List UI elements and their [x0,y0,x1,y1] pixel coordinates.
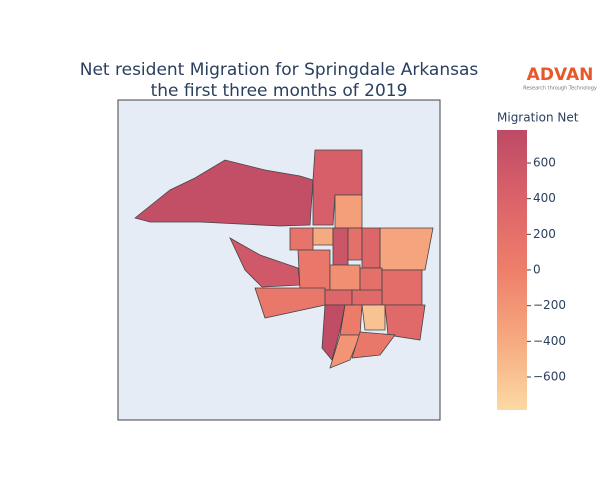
region [312,227,334,246]
region [347,227,363,261]
region [324,289,353,306]
region [351,289,383,306]
colorbar-tick-label: −600 [533,370,566,384]
region [297,249,331,291]
region [361,304,386,331]
region [332,227,349,266]
title-line: the first three months of 2019 [151,81,408,101]
region [384,304,426,341]
colorbar-tick-label: −400 [533,334,566,348]
region [312,149,363,226]
title-line: Net resident Migration for Springdale Ar… [80,60,479,80]
region [134,159,314,227]
region [321,304,346,361]
region [329,264,361,291]
colorbar-tick-label: 0 [533,263,541,277]
colorbar-tick-label: 600 [533,155,556,169]
colorbar-tick-label: 200 [533,227,556,241]
colorbar-title: Migration Net [497,111,579,125]
colorbar [497,130,527,410]
region [329,334,361,369]
region [351,331,396,359]
region [379,227,434,271]
region [361,227,381,269]
region [381,269,423,306]
region [334,194,363,229]
colorbar-tick-label: 400 [533,191,556,205]
colorbar-tick-label: −200 [533,298,566,312]
logo-tagline: Research through Technology [523,86,597,92]
region [289,227,314,251]
logo-text: ADVAN [527,65,594,85]
